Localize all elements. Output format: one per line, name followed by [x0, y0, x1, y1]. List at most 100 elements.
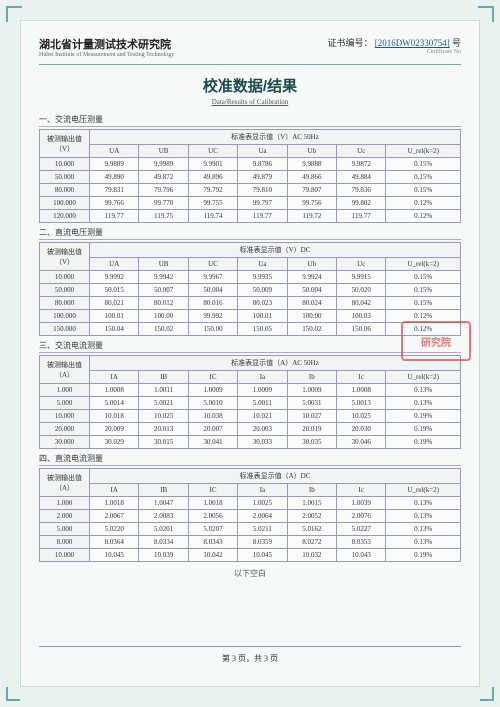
cell: 150.06 [337, 323, 386, 336]
cell: 80.016 [188, 297, 237, 310]
cell: 8.0359 [238, 536, 287, 549]
cell: 5.0011 [238, 397, 287, 410]
cell: 0.19% [386, 436, 461, 449]
row-header: 被测输出值（A） [40, 356, 90, 384]
cell: 150.00 [188, 323, 237, 336]
table-row: 1.0001.00081.00111.00091.00091.00091.000… [40, 384, 461, 397]
cert-sub: Certificate No [327, 49, 461, 55]
cell: 99.797 [238, 197, 287, 210]
cell: 80.023 [238, 297, 287, 310]
cell: 20.013 [139, 423, 188, 436]
col-header: Ib [287, 371, 336, 384]
cell: 9.9872 [337, 158, 386, 171]
calibration-table: 被测输出值（V）标准表显示值（V）AC 50HzUAUBUCUaUbUcU_re… [39, 129, 461, 223]
col-header: UA [90, 258, 139, 271]
cell: 50.004 [287, 284, 336, 297]
cell: 2.0067 [90, 510, 139, 523]
cell: 100.03 [337, 310, 386, 323]
cell: 9.9915 [337, 271, 386, 284]
row-label: 80.000 [40, 297, 90, 310]
row-label: 50.000 [40, 171, 90, 184]
cell: 10.018 [90, 410, 139, 423]
row-label: 80.000 [40, 184, 90, 197]
cell: 0.15% [386, 171, 461, 184]
table-row: 10.00010.04510.03910.04210.04510.03210.0… [40, 549, 461, 562]
col-header: Ua [238, 145, 287, 158]
cell: 99.766 [90, 197, 139, 210]
cell: 2.0064 [238, 510, 287, 523]
cell: 5.0031 [287, 397, 336, 410]
col-header: U_rel(k=2) [386, 258, 461, 271]
org-name-en: Hubei Institute of Measurement and Testi… [39, 52, 174, 58]
row-label: 100.000 [40, 310, 90, 323]
cell: 0.15% [386, 271, 461, 284]
cell: 9.9889 [90, 158, 139, 171]
cell: 0.15% [386, 297, 461, 310]
cell: 119.77 [90, 210, 139, 223]
cell: 100.00 [139, 310, 188, 323]
cell: 100.01 [238, 310, 287, 323]
header-rule [39, 64, 461, 65]
page-title-en: Data/Results of Calibration [39, 98, 461, 106]
col-header: U_rel(k=2) [386, 484, 461, 497]
cell: 79.792 [188, 184, 237, 197]
cell: 79.810 [238, 184, 287, 197]
row-label: 10.000 [40, 271, 90, 284]
cell: 30.015 [139, 436, 188, 449]
cell: 20.009 [90, 423, 139, 436]
table-row: 100.000100.01100.0099.992100.01100.00100… [40, 310, 461, 323]
cell: 99.755 [188, 197, 237, 210]
col-header: IB [139, 484, 188, 497]
cell: 0.19% [386, 549, 461, 562]
row-label: 2.000 [40, 510, 90, 523]
cell: 9.8786 [238, 158, 287, 171]
cell: 10.021 [238, 410, 287, 423]
table-row: 10.00010.01810.02510.03810.02110.02710.0… [40, 410, 461, 423]
cell: 50.007 [139, 284, 188, 297]
row-label: 20.000 [40, 423, 90, 436]
row-header: 被测输出值（V） [40, 243, 90, 271]
cell: 2.0052 [287, 510, 336, 523]
cell: 10.032 [287, 549, 336, 562]
cell: 9.9901 [188, 158, 237, 171]
col-header: Uc [337, 145, 386, 158]
cell: 8.0353 [337, 536, 386, 549]
col-header: UA [90, 145, 139, 158]
table-row: 5.0005.02205.02015.02075.02115.01625.022… [40, 523, 461, 536]
col-header: U_rel(k=2) [386, 145, 461, 158]
cell: 9.9992 [90, 271, 139, 284]
section-label: 四、直流电流测量 [39, 453, 461, 466]
cell: 100.01 [90, 310, 139, 323]
cell: 49.866 [287, 171, 336, 184]
cell: 20.030 [337, 423, 386, 436]
table-row: 30.00030.02930.01530.04130.03330.03530.0… [40, 436, 461, 449]
cell: 30.041 [188, 436, 237, 449]
cell: 10.045 [90, 549, 139, 562]
col-header: Ua [238, 258, 287, 271]
cell: 9.9967 [188, 271, 237, 284]
header: 湖北省计量测试技术研究院 Hubei Institute of Measurem… [39, 36, 461, 58]
cell: 10.038 [188, 410, 237, 423]
cell: 0.15% [386, 158, 461, 171]
page-number: 第 3 页，共 3 页 [222, 654, 278, 663]
cell: 99.756 [287, 197, 336, 210]
cell: 80.042 [337, 297, 386, 310]
table-row: 50.00049.89049.87249.89649.87949.86649.8… [40, 171, 461, 184]
cell: 79.807 [287, 184, 336, 197]
col-header: IA [90, 371, 139, 384]
table-row: 80.00080.02180.01280.01680.02380.02480.0… [40, 297, 461, 310]
col-header: Ia [238, 484, 287, 497]
cell: 8.0272 [287, 536, 336, 549]
cert-label: 证书编号： [327, 38, 372, 48]
certificate-page: 湖北省计量测试技术研究院 Hubei Institute of Measurem… [20, 20, 480, 687]
col-header: IC [188, 484, 237, 497]
row-label: 50.000 [40, 284, 90, 297]
stamp: 研究院 [401, 321, 471, 361]
col-header: U_rel(k=2) [386, 371, 461, 384]
calibration-table: 被测输出值（A）标准表显示值（A）DCIAIBICIaIbIcU_rel(k=2… [39, 468, 461, 562]
cell: 10.025 [139, 410, 188, 423]
cell: 1.0008 [337, 384, 386, 397]
table-row: 120.000119.77119.75119.74119.77119.72119… [40, 210, 461, 223]
cell: 50.009 [238, 284, 287, 297]
cell: 0.15% [386, 184, 461, 197]
